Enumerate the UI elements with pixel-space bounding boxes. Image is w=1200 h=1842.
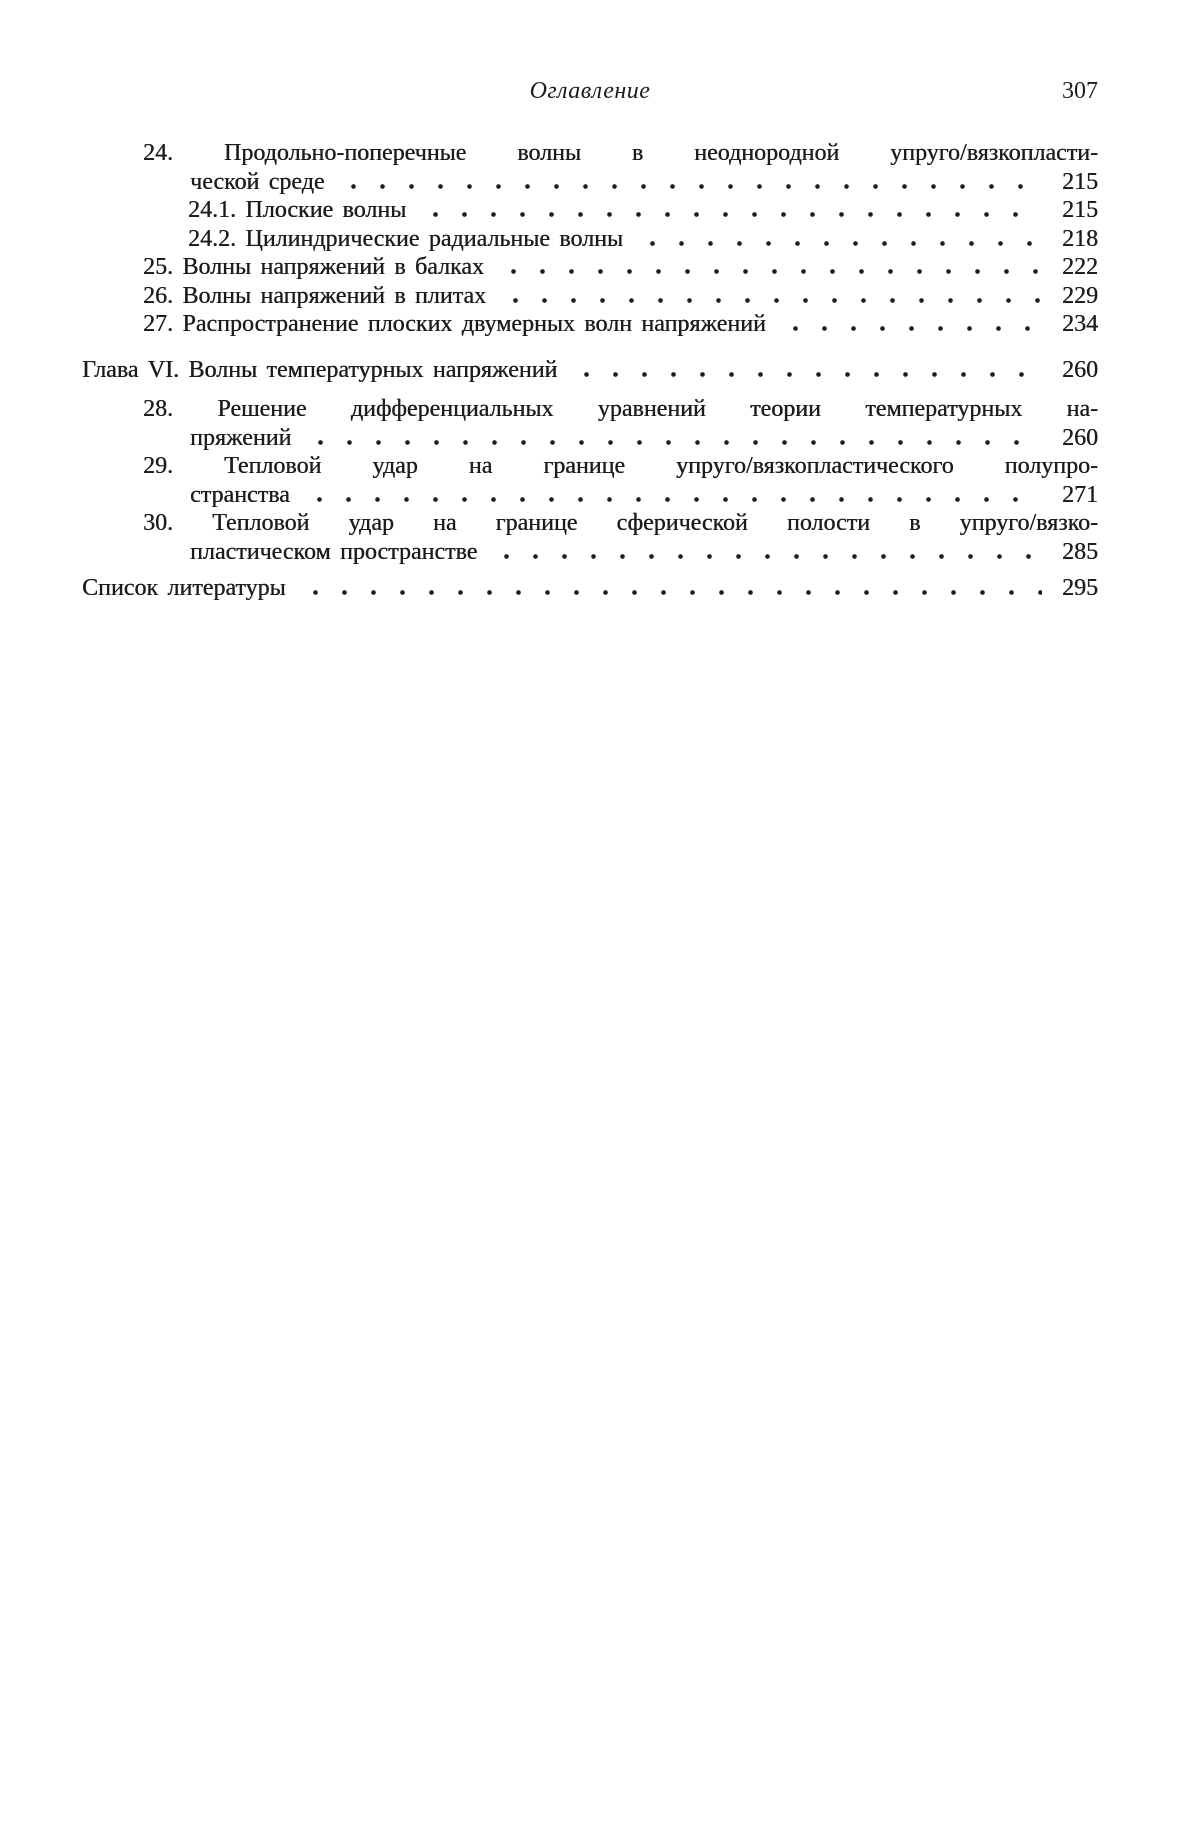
- toc-line-page: 229: [1062, 282, 1098, 309]
- toc-line-text: 29. Тепловой удар на границе упруго/вязк…: [143, 453, 1098, 479]
- toc-line: 30. Тепловой удар на границе сферической…: [82, 509, 1098, 538]
- toc-bibliography-line: Список литературы 295: [82, 574, 1098, 603]
- page-title: Оглавление: [529, 78, 651, 104]
- toc-line-text: 30. Тепловой удар на границе сферической…: [143, 510, 1098, 536]
- toc-line: 27. Распространение плоских двумерных во…: [82, 310, 1098, 339]
- page-content: Оглавление 307 24. Продольно-поперечные …: [82, 76, 1098, 603]
- running-header: Оглавление 307: [82, 76, 1098, 106]
- toc-line: пластическом пространстве 285: [82, 538, 1098, 567]
- toc-line: 26. Волны напряжений в плитах 229: [82, 282, 1098, 311]
- dot-leader: [415, 210, 1042, 217]
- toc-line: 24. Продольно-поперечные волны в неоднор…: [82, 139, 1098, 168]
- toc-line: ческой среде 215: [82, 168, 1098, 197]
- toc-line-text: 28. Решение дифференциальных уравнений т…: [143, 396, 1098, 422]
- table-of-contents: 24. Продольно-поперечные волны в неоднор…: [82, 139, 1098, 603]
- toc-line-page: 285: [1062, 538, 1098, 565]
- toc-line: 25. Волны напряжений в балках 222: [82, 253, 1098, 282]
- dot-leader: [495, 295, 1042, 303]
- toc-line-page: 260: [1062, 356, 1098, 383]
- dot-leader: [300, 437, 1042, 445]
- dot-leader: [632, 238, 1042, 246]
- dot-leader: [774, 324, 1042, 331]
- toc-line-page: 234: [1062, 311, 1098, 337]
- toc-line-page: 218: [1062, 225, 1098, 252]
- toc-line: 24.2. Цилиндрические радиальные волны 21…: [82, 225, 1098, 254]
- toc-line-page: 215: [1062, 197, 1098, 223]
- toc-line: пряжений 260: [82, 424, 1098, 453]
- dot-leader: [486, 551, 1042, 559]
- toc-line-page: 260: [1062, 424, 1098, 451]
- toc-line-text: 24. Продольно-поперечные волны в неоднор…: [143, 140, 1098, 166]
- toc-line-text: Глава VI. Волны температурных напряжений: [82, 356, 558, 383]
- toc-line-text: странства: [190, 481, 290, 508]
- toc-line-text: 24.2. Цилиндрические радиальные волны: [188, 225, 624, 252]
- toc-line-page: 215: [1062, 168, 1098, 195]
- toc-line-text: Список литературы: [82, 575, 286, 601]
- dot-leader: [333, 181, 1042, 189]
- dot-leader: [566, 369, 1042, 377]
- toc-line: 24.1. Плоские волны 215: [82, 196, 1098, 225]
- toc-line: 29. Тепловой удар на границе упруго/вязк…: [82, 452, 1098, 481]
- toc-line-text: ческой среде: [190, 168, 325, 195]
- dot-leader: [294, 588, 1042, 595]
- toc-chapter-line: Глава VI. Волны температурных напряжений…: [82, 356, 1098, 385]
- toc-line-page: 295: [1062, 575, 1098, 601]
- dot-leader: [492, 267, 1042, 274]
- toc-line: странства 271: [82, 481, 1098, 510]
- dot-leader: [298, 494, 1042, 502]
- toc-line: 28. Решение дифференциальных уравнений т…: [82, 395, 1098, 424]
- toc-line-page: 222: [1062, 254, 1098, 280]
- toc-line-page: 271: [1062, 481, 1098, 508]
- toc-line-text: 25. Волны напряжений в балках: [143, 254, 484, 280]
- toc-line-text: 26. Волны напряжений в плитах: [143, 282, 487, 309]
- toc-line-text: 24.1. Плоские волны: [188, 197, 407, 223]
- toc-line-text: 27. Распространение плоских двумерных во…: [143, 311, 766, 337]
- toc-line-text: пластическом пространстве: [190, 538, 478, 565]
- page-number: 307: [1062, 78, 1098, 104]
- toc-line-text: пряжений: [190, 424, 292, 451]
